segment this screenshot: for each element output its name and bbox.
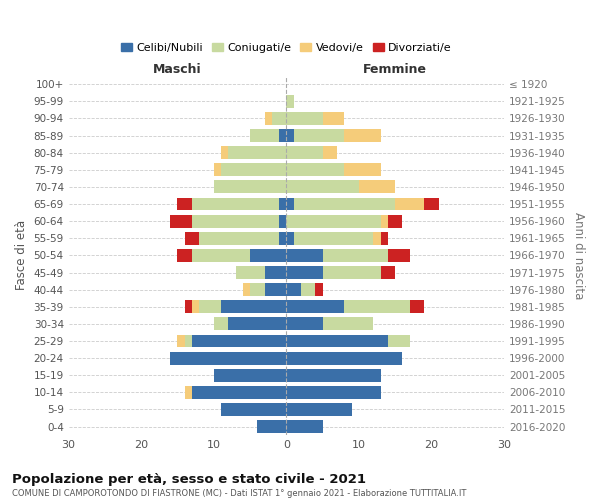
Bar bbox=[286, 214, 380, 228]
Bar bbox=[170, 214, 192, 228]
Bar bbox=[250, 129, 279, 142]
Bar bbox=[192, 300, 199, 313]
Bar bbox=[323, 249, 388, 262]
Bar bbox=[265, 266, 286, 279]
Bar bbox=[286, 369, 380, 382]
Bar bbox=[388, 249, 410, 262]
Bar bbox=[279, 214, 286, 228]
Bar bbox=[272, 112, 286, 125]
Bar bbox=[228, 146, 286, 159]
Bar bbox=[178, 334, 185, 347]
Bar bbox=[293, 129, 344, 142]
Bar bbox=[178, 198, 192, 210]
Bar bbox=[286, 318, 323, 330]
Bar bbox=[192, 249, 250, 262]
Bar bbox=[323, 146, 337, 159]
Bar bbox=[279, 198, 286, 210]
Bar bbox=[250, 249, 286, 262]
Bar bbox=[185, 386, 192, 399]
Text: Popolazione per età, sesso e stato civile - 2021: Popolazione per età, sesso e stato civil… bbox=[12, 472, 366, 486]
Bar bbox=[214, 180, 286, 194]
Bar bbox=[380, 232, 388, 244]
Bar bbox=[286, 164, 344, 176]
Bar bbox=[286, 352, 403, 364]
Legend: Celibi/Nubili, Coniugati/e, Vedovi/e, Divorziati/e: Celibi/Nubili, Coniugati/e, Vedovi/e, Di… bbox=[116, 38, 456, 57]
Bar bbox=[214, 318, 228, 330]
Bar bbox=[293, 232, 373, 244]
Bar bbox=[301, 283, 316, 296]
Bar bbox=[388, 214, 403, 228]
Bar bbox=[388, 334, 410, 347]
Bar bbox=[286, 249, 323, 262]
Bar bbox=[286, 283, 301, 296]
Bar bbox=[344, 300, 410, 313]
Bar bbox=[286, 386, 380, 399]
Bar bbox=[380, 214, 388, 228]
Bar bbox=[286, 95, 293, 108]
Bar bbox=[293, 198, 395, 210]
Bar bbox=[286, 403, 352, 416]
Bar bbox=[373, 232, 380, 244]
Bar bbox=[243, 283, 250, 296]
Bar bbox=[214, 164, 221, 176]
Bar bbox=[221, 403, 286, 416]
Bar bbox=[257, 420, 286, 433]
Bar bbox=[250, 283, 265, 296]
Bar bbox=[199, 232, 279, 244]
Bar bbox=[221, 164, 286, 176]
Bar bbox=[286, 300, 344, 313]
Y-axis label: Anni di nascita: Anni di nascita bbox=[572, 212, 585, 299]
Bar bbox=[221, 300, 286, 313]
Bar bbox=[323, 266, 380, 279]
Bar bbox=[286, 129, 293, 142]
Bar bbox=[395, 198, 424, 210]
Bar bbox=[286, 198, 293, 210]
Bar bbox=[344, 164, 380, 176]
Bar bbox=[192, 334, 286, 347]
Bar bbox=[236, 266, 265, 279]
Bar bbox=[286, 146, 323, 159]
Bar bbox=[323, 318, 373, 330]
Bar bbox=[279, 232, 286, 244]
Y-axis label: Fasce di età: Fasce di età bbox=[15, 220, 28, 290]
Bar bbox=[178, 249, 192, 262]
Bar bbox=[286, 334, 388, 347]
Bar bbox=[286, 420, 323, 433]
Bar bbox=[199, 300, 221, 313]
Bar bbox=[185, 300, 192, 313]
Bar bbox=[410, 300, 424, 313]
Bar bbox=[265, 112, 272, 125]
Bar bbox=[185, 232, 199, 244]
Bar bbox=[265, 283, 286, 296]
Bar bbox=[286, 180, 359, 194]
Bar bbox=[214, 369, 286, 382]
Bar bbox=[192, 214, 279, 228]
Bar bbox=[286, 232, 293, 244]
Bar bbox=[185, 334, 192, 347]
Bar bbox=[344, 129, 380, 142]
Bar bbox=[323, 112, 344, 125]
Bar bbox=[192, 198, 279, 210]
Bar bbox=[286, 266, 323, 279]
Bar bbox=[228, 318, 286, 330]
Bar bbox=[192, 386, 286, 399]
Text: Maschi: Maschi bbox=[153, 62, 202, 76]
Bar bbox=[359, 180, 395, 194]
Bar bbox=[380, 266, 395, 279]
Bar bbox=[279, 129, 286, 142]
Text: Femmine: Femmine bbox=[363, 62, 427, 76]
Text: COMUNE DI CAMPOROTONDO DI FIASTRONE (MC) - Dati ISTAT 1° gennaio 2021 - Elaboraz: COMUNE DI CAMPOROTONDO DI FIASTRONE (MC)… bbox=[12, 489, 466, 498]
Bar bbox=[170, 352, 286, 364]
Bar bbox=[286, 112, 323, 125]
Bar bbox=[316, 283, 323, 296]
Bar bbox=[424, 198, 439, 210]
Bar bbox=[221, 146, 228, 159]
